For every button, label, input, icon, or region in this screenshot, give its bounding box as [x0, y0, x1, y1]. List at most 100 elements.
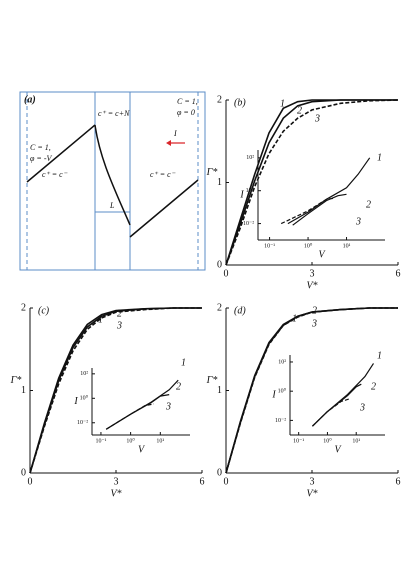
curve-label: 2	[312, 305, 317, 316]
profile-left	[26, 124, 96, 183]
x-tick-label: 3	[310, 476, 315, 487]
y-tick-label: 10⁻²	[243, 221, 254, 227]
panel-label: (b)	[234, 97, 246, 108]
y-tick-label: 0	[217, 259, 222, 270]
curve-label: 1	[280, 98, 285, 109]
curve-label: 2	[176, 381, 181, 392]
curve-label: 1	[377, 152, 382, 163]
curve-label: 3	[116, 320, 122, 331]
x-tick-label: 0	[224, 476, 229, 487]
y-tick-label: 0	[21, 467, 26, 478]
curve	[225, 99, 398, 266]
x-tick-label: 10¹	[156, 438, 164, 444]
curve-label: 3	[311, 318, 317, 329]
y-tick-label: 1	[21, 385, 26, 396]
curve	[280, 197, 335, 225]
curve-label: 2	[366, 199, 371, 210]
x-axis-label: V	[318, 249, 326, 260]
curve	[311, 398, 350, 427]
x-tick-label: 10⁻¹	[95, 438, 106, 444]
text: c⁺ = c⁻	[150, 170, 176, 179]
y-axis-label: Γ*	[206, 167, 218, 178]
panel-label: (d)	[234, 305, 246, 316]
curve-label: 2	[371, 381, 376, 392]
text: I	[173, 129, 177, 138]
x-tick-label: 10¹	[352, 438, 360, 444]
x-tick-label: 6	[396, 268, 401, 279]
x-tick-label: 0	[224, 268, 229, 279]
y-axis-label: Γ*	[10, 375, 22, 386]
y-tick-label: 2	[217, 94, 222, 105]
curve	[225, 307, 398, 474]
curve	[287, 157, 371, 225]
curve	[105, 394, 170, 430]
text: c⁺ = c+N	[98, 109, 130, 118]
x-tick-label: 3	[114, 476, 119, 487]
panel-a: (a) c⁺ = c+N C = 1, φ = 0 I C = 1, φ = -…	[19, 91, 206, 271]
x-tick-label: 10¹	[343, 243, 351, 249]
text: C = 1,	[177, 97, 198, 106]
panel-label: (c)	[38, 305, 50, 316]
x-tick-label: 3	[310, 268, 315, 279]
curve	[292, 193, 347, 226]
x-tick-label: 6	[200, 476, 205, 487]
y-tick-label: 0	[217, 467, 222, 478]
curve-label: 1	[181, 357, 186, 368]
x-tick-label: 0	[28, 476, 33, 487]
curve	[225, 99, 399, 266]
text: φ = -V	[30, 154, 52, 163]
x-tick-label: 10⁻¹	[293, 438, 304, 444]
y-tick-label: 10⁻²	[77, 420, 88, 426]
curve-label: 2	[117, 308, 122, 319]
x-axis-label: V	[138, 444, 146, 455]
y-axis-label: I	[271, 389, 276, 400]
y-tick-label: 10²	[278, 359, 286, 365]
profile-middle	[94, 124, 131, 226]
curve-label: 1	[377, 350, 382, 361]
diagram-frame	[19, 91, 206, 271]
text: C = 1,	[30, 143, 51, 152]
curve	[29, 307, 202, 474]
text: L	[109, 201, 115, 210]
curve-label: 3	[314, 113, 320, 124]
y-tick-label: 10⁰	[278, 388, 287, 395]
x-tick-label: 6	[396, 476, 401, 487]
y-axis-label: I	[73, 396, 78, 407]
arrow-head	[166, 140, 171, 146]
profile-right	[129, 179, 199, 238]
x-tick-label: 10⁰	[304, 242, 313, 249]
y-tick-label: 2	[21, 302, 26, 313]
x-tick-label: 10⁰	[126, 437, 135, 444]
y-tick-label: 1	[217, 177, 222, 188]
inset: 10⁻² 10⁰ 10² 10⁻¹ 10⁰ 10¹ I V 1 23	[239, 150, 385, 260]
inset: 10⁻² 10⁰ 10² 10⁻¹ 10⁰ 10¹ I V 1 23	[73, 357, 190, 455]
y-tick-label: 10²	[246, 155, 254, 161]
text: c⁺ = c⁻	[42, 170, 68, 179]
y-tick-label: 1	[217, 385, 222, 396]
x-tick-label: 10⁰	[323, 437, 332, 444]
y-axis-label: Γ*	[206, 375, 218, 386]
curve-label: 3	[359, 402, 365, 413]
y-tick-label: 2	[217, 302, 222, 313]
y-tick-label: 10²	[80, 371, 88, 377]
curve	[105, 403, 154, 430]
curve-label: 2	[297, 105, 302, 116]
curve-label: 3	[165, 401, 171, 412]
panel-label: (a)	[24, 94, 36, 105]
y-axis-label: I	[239, 189, 244, 200]
x-axis-label: V	[334, 444, 342, 455]
text: φ = 0	[177, 108, 195, 117]
x-axis-label: V*	[306, 488, 317, 499]
x-axis-label: V*	[110, 488, 121, 499]
curve-label: 3	[355, 216, 361, 227]
x-tick-label: 10⁻¹	[264, 243, 275, 249]
inset: 10⁻² 10⁰ 10² 10⁻¹ 10⁰ 10¹ I V 1 23	[271, 350, 385, 455]
y-tick-label: 10⁰	[246, 187, 255, 194]
y-tick-label: 10⁻²	[275, 418, 286, 424]
y-tick-label: 10⁰	[80, 395, 89, 402]
